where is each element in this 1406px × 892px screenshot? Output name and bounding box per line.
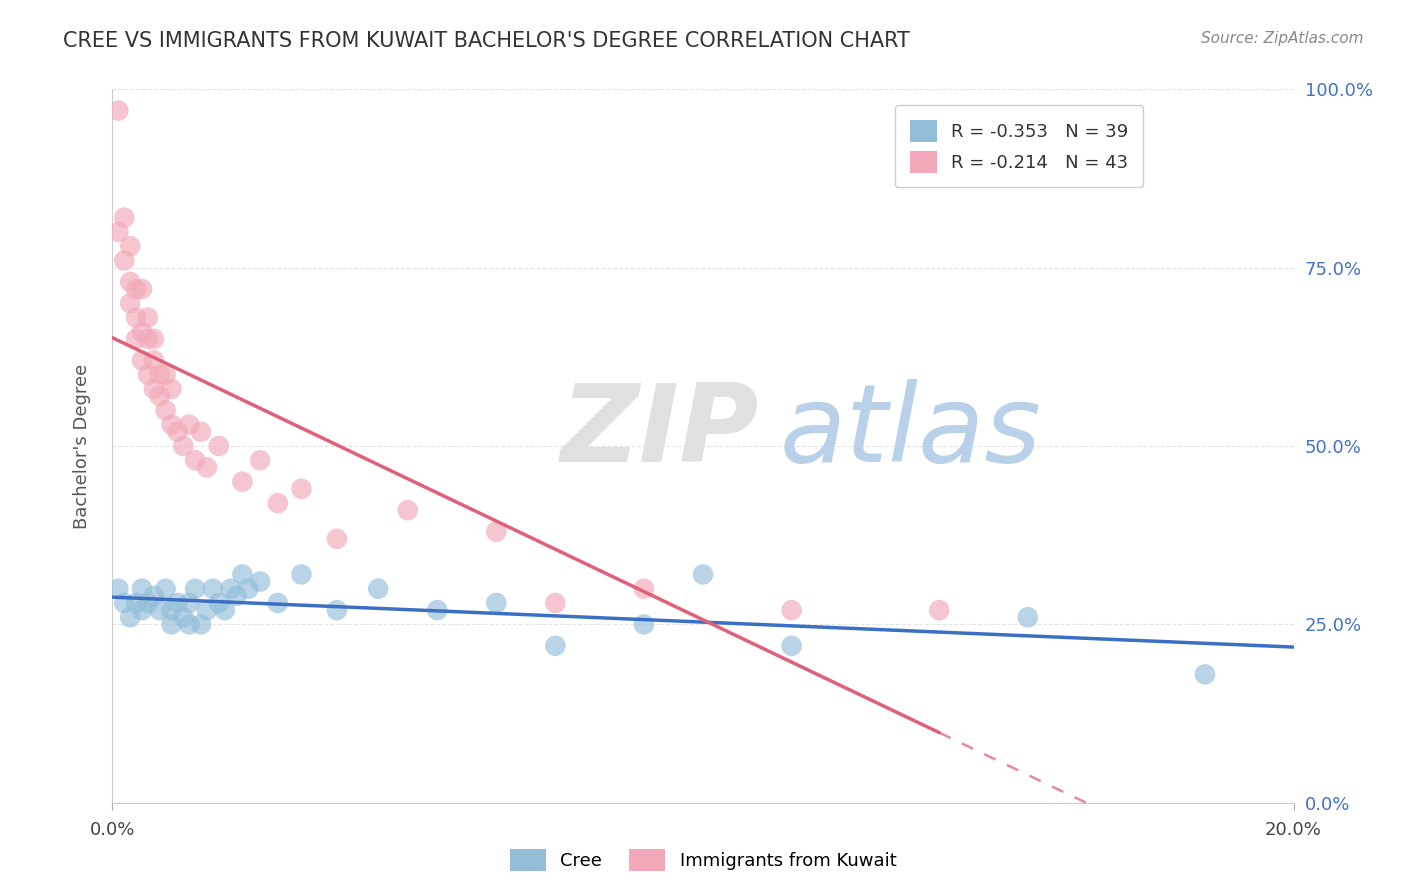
Point [149,389,172,403]
Point [160,382,183,396]
Text: atlas: atlas [780,379,1042,484]
Point [219,582,242,596]
Point [190,617,212,632]
Point [160,603,183,617]
Point [544,639,567,653]
Point [125,332,148,346]
Point [142,589,165,603]
Point [290,567,312,582]
Legend: Cree, Immigrants from Kuwait: Cree, Immigrants from Kuwait [502,842,904,879]
Text: Source: ZipAtlas.com: Source: ZipAtlas.com [1201,31,1364,46]
Point [166,596,188,610]
Point [231,567,253,582]
Point [155,582,177,596]
Point [142,382,165,396]
Point [125,310,148,325]
Point [142,332,165,346]
Y-axis label: Bachelor's Degree: Bachelor's Degree [73,363,91,529]
Point [485,524,508,539]
Point [290,482,312,496]
Point [112,211,135,225]
Point [131,603,153,617]
Point [112,596,135,610]
Point [107,582,129,596]
Point [155,368,177,382]
Point [136,596,159,610]
Point [166,425,188,439]
Point [107,225,129,239]
Point [149,368,172,382]
Point [238,582,260,596]
Point [136,368,159,382]
Point [780,603,803,617]
Point [160,417,183,432]
Point [131,353,153,368]
Point [179,617,201,632]
Point [120,610,142,624]
Point [267,596,290,610]
Point [155,403,177,417]
Point [367,582,389,596]
Point [136,310,159,325]
Point [231,475,253,489]
Point [107,103,129,118]
Point [1194,667,1216,681]
Point [326,532,349,546]
Text: ZIP: ZIP [561,379,759,484]
Point [172,610,194,624]
Point [692,567,714,582]
Point [172,439,194,453]
Point [249,574,271,589]
Point [179,596,201,610]
Point [396,503,419,517]
Point [633,582,655,596]
Point [195,460,218,475]
Point [208,439,231,453]
Point [120,275,142,289]
Point [633,617,655,632]
Point [485,596,508,610]
Point [120,296,142,310]
Point [160,617,183,632]
Text: CREE VS IMMIGRANTS FROM KUWAIT BACHELOR'S DEGREE CORRELATION CHART: CREE VS IMMIGRANTS FROM KUWAIT BACHELOR'… [63,31,910,51]
Point [131,282,153,296]
Point [928,603,950,617]
Point [131,582,153,596]
Point [249,453,271,467]
Point [214,603,236,617]
Legend: R = -0.353   N = 39, R = -0.214   N = 43: R = -0.353 N = 39, R = -0.214 N = 43 [896,105,1143,187]
Point [136,332,159,346]
Point [544,596,567,610]
Point [208,596,231,610]
Point [267,496,290,510]
Point [112,253,135,268]
Point [1017,610,1039,624]
Point [125,282,148,296]
Point [149,603,172,617]
Point [326,603,349,617]
Point [179,417,201,432]
Point [780,639,803,653]
Point [201,582,224,596]
Point [225,589,247,603]
Point [125,596,148,610]
Point [184,453,207,467]
Point [120,239,142,253]
Point [190,425,212,439]
Point [426,603,449,617]
Point [131,325,153,339]
Point [184,582,207,596]
Point [142,353,165,368]
Point [195,603,218,617]
